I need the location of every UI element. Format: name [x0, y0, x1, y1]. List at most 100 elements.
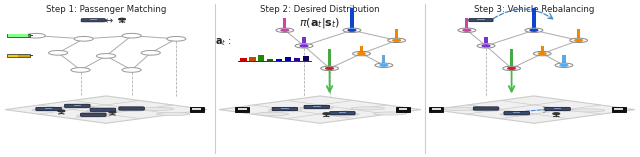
Circle shape: [533, 51, 551, 56]
Circle shape: [276, 28, 294, 32]
Bar: [284, 18, 287, 28]
Bar: [285, 57, 291, 61]
Circle shape: [502, 66, 520, 70]
Circle shape: [295, 44, 313, 48]
Bar: [30, 35, 33, 36]
Ellipse shape: [115, 108, 148, 111]
Ellipse shape: [443, 107, 476, 110]
Bar: [541, 46, 544, 51]
Circle shape: [323, 113, 330, 114]
Bar: [513, 112, 520, 113]
Ellipse shape: [268, 108, 301, 112]
FancyBboxPatch shape: [90, 108, 116, 111]
Polygon shape: [433, 96, 635, 123]
FancyBboxPatch shape: [304, 105, 330, 109]
Ellipse shape: [326, 113, 359, 116]
Bar: [45, 108, 52, 109]
Bar: [563, 55, 566, 63]
Text: Step 2: Desired Distribution: Step 2: Desired Distribution: [260, 5, 380, 14]
Bar: [532, 8, 536, 28]
Bar: [303, 56, 309, 61]
Circle shape: [560, 64, 568, 66]
Ellipse shape: [32, 108, 65, 112]
Bar: [294, 58, 300, 61]
Ellipse shape: [374, 112, 407, 115]
Bar: [30, 55, 33, 57]
Bar: [510, 49, 513, 66]
Circle shape: [300, 45, 308, 47]
Bar: [8, 34, 28, 37]
Bar: [281, 108, 289, 109]
Bar: [258, 55, 264, 61]
FancyBboxPatch shape: [468, 19, 493, 22]
FancyBboxPatch shape: [81, 113, 106, 116]
Circle shape: [575, 39, 582, 41]
Circle shape: [358, 53, 365, 54]
Bar: [267, 59, 273, 61]
Bar: [7, 54, 30, 57]
Bar: [612, 107, 626, 112]
Bar: [350, 8, 353, 28]
Circle shape: [71, 68, 90, 72]
Bar: [303, 37, 306, 43]
Bar: [614, 108, 623, 110]
Circle shape: [326, 68, 333, 69]
Circle shape: [118, 18, 125, 20]
Text: $\pi(\mathbf{a}_t|\mathbf{s}_t)$: $\pi(\mathbf{a}_t|\mathbf{s}_t)$: [300, 16, 340, 30]
Ellipse shape: [77, 114, 110, 117]
Circle shape: [463, 29, 470, 31]
Bar: [192, 108, 201, 110]
FancyBboxPatch shape: [504, 111, 529, 115]
Text: Step 1: Passenger Matching: Step 1: Passenger Matching: [46, 5, 166, 14]
Bar: [249, 57, 255, 61]
Circle shape: [380, 64, 388, 66]
Bar: [432, 108, 441, 110]
Ellipse shape: [500, 113, 533, 116]
Bar: [313, 106, 321, 107]
Bar: [395, 29, 398, 38]
Ellipse shape: [141, 107, 173, 110]
Circle shape: [321, 66, 339, 70]
Ellipse shape: [255, 112, 289, 116]
Circle shape: [49, 51, 68, 55]
Circle shape: [348, 29, 356, 31]
Ellipse shape: [541, 108, 574, 112]
Circle shape: [58, 110, 65, 112]
Circle shape: [122, 68, 141, 72]
Circle shape: [109, 111, 116, 113]
Bar: [240, 58, 246, 61]
FancyBboxPatch shape: [36, 107, 61, 111]
Circle shape: [388, 38, 406, 43]
FancyBboxPatch shape: [119, 107, 145, 110]
Bar: [328, 49, 331, 66]
Bar: [396, 107, 410, 112]
Circle shape: [477, 44, 495, 48]
Ellipse shape: [572, 109, 605, 112]
Bar: [399, 108, 408, 110]
Bar: [74, 105, 81, 106]
Text: $\mathbf{a}_t$ :: $\mathbf{a}_t$ :: [215, 36, 232, 48]
FancyBboxPatch shape: [81, 19, 106, 22]
Circle shape: [555, 63, 573, 68]
Circle shape: [525, 28, 543, 32]
Ellipse shape: [300, 106, 333, 110]
Bar: [90, 19, 97, 20]
Circle shape: [393, 39, 401, 41]
Circle shape: [26, 33, 45, 38]
Circle shape: [281, 29, 289, 31]
Ellipse shape: [469, 108, 502, 111]
Bar: [360, 46, 363, 51]
Bar: [465, 18, 468, 28]
Bar: [8, 55, 18, 57]
Bar: [484, 37, 488, 43]
Text: Step 3: Vehicle Rebalancing: Step 3: Vehicle Rebalancing: [474, 5, 594, 14]
Circle shape: [482, 45, 490, 47]
Ellipse shape: [351, 107, 385, 110]
Circle shape: [97, 54, 116, 58]
Circle shape: [343, 28, 361, 32]
FancyBboxPatch shape: [545, 107, 570, 111]
Polygon shape: [5, 96, 207, 123]
Bar: [189, 107, 204, 112]
FancyBboxPatch shape: [330, 111, 355, 115]
Bar: [577, 29, 580, 38]
